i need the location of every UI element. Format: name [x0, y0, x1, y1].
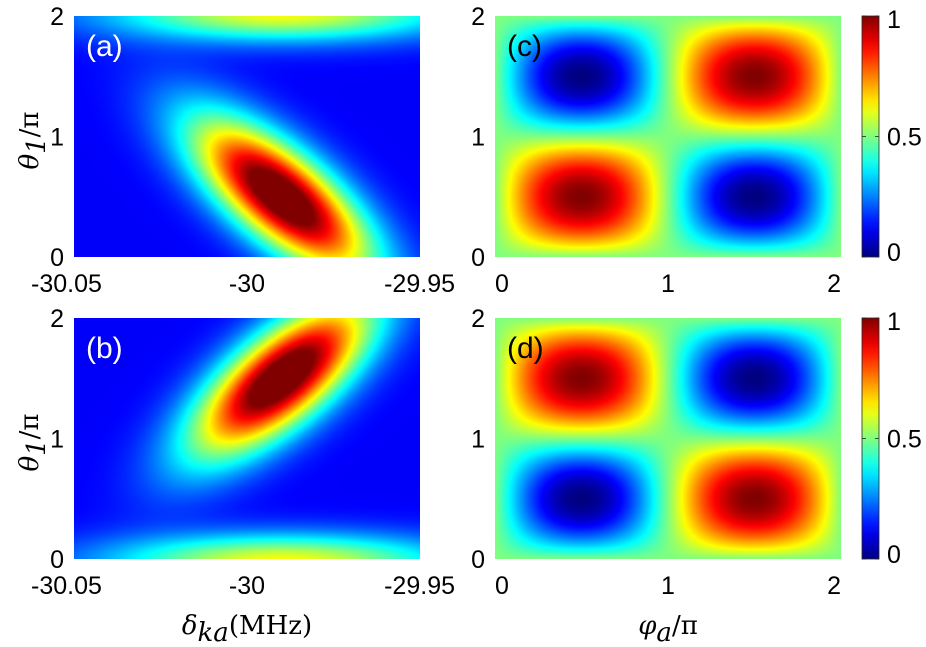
heatmap-image: [74, 318, 420, 559]
colorbar: 00.51: [861, 308, 922, 569]
y-tick-label: 0: [471, 244, 485, 272]
x-tick-label: 2: [827, 270, 841, 298]
y-tick-label: 0: [50, 546, 64, 574]
y-tick-label: 0: [50, 244, 64, 272]
y-axis-label: θ1/π: [15, 413, 52, 471]
y-tick-label: 2: [471, 305, 485, 333]
x-tick-label: 2: [827, 572, 841, 600]
y-tick-label: 1: [471, 124, 485, 152]
x-tick-label: -29.95: [384, 270, 455, 298]
colorbar-tick-label: 1: [887, 308, 901, 336]
x-tick-label: 0: [495, 572, 509, 600]
x-tick-label: 1: [661, 572, 675, 600]
panel-label: (a): [86, 30, 123, 63]
colorbar-tick-label: 1: [887, 6, 901, 34]
panel-a: -30.05 -30 -29.95 0 1 2 θ1/π (a): [15, 3, 455, 298]
panel-label: (b): [86, 332, 123, 365]
colorbar-tick-label: 0: [887, 239, 901, 267]
y-tick-label: 2: [471, 3, 485, 31]
x-tick-label: -30: [229, 270, 265, 298]
heatmap-image: [495, 318, 841, 559]
y-tick-label: 1: [50, 124, 64, 152]
colorbar-tick-label: 0: [887, 541, 901, 569]
y-tick-label: 2: [50, 305, 64, 333]
panel-label: (d): [507, 332, 544, 365]
y-tick-label: 1: [471, 426, 485, 454]
x-tick-label: -30: [229, 572, 265, 600]
x-tick-label: -30.05: [31, 270, 102, 298]
x-axis-label: δka(MHz): [182, 611, 312, 647]
x-axis-label: φa/π: [638, 611, 698, 647]
y-tick-label: 0: [471, 546, 485, 574]
heatmap-image: [495, 16, 841, 257]
heatmap-image: [74, 16, 420, 257]
x-tick-label: -30.05: [31, 572, 102, 600]
x-tick-label: 0: [495, 270, 509, 298]
y-tick-label: 1: [50, 426, 64, 454]
panel-label: (c): [507, 30, 542, 63]
y-axis-label: θ1/π: [15, 111, 52, 169]
y-tick-label: 2: [50, 3, 64, 31]
colorbar-tick-label: 0.5: [887, 124, 922, 152]
colorbar: 00.51: [861, 6, 922, 267]
x-tick-label: 1: [661, 270, 675, 298]
colorbar-tick-label: 0.5: [887, 426, 922, 454]
x-tick-label: -29.95: [384, 572, 455, 600]
panel-b: -30.05 -30 -29.95 0 1 2 θ1/π δka(MHz) (b): [15, 305, 455, 647]
